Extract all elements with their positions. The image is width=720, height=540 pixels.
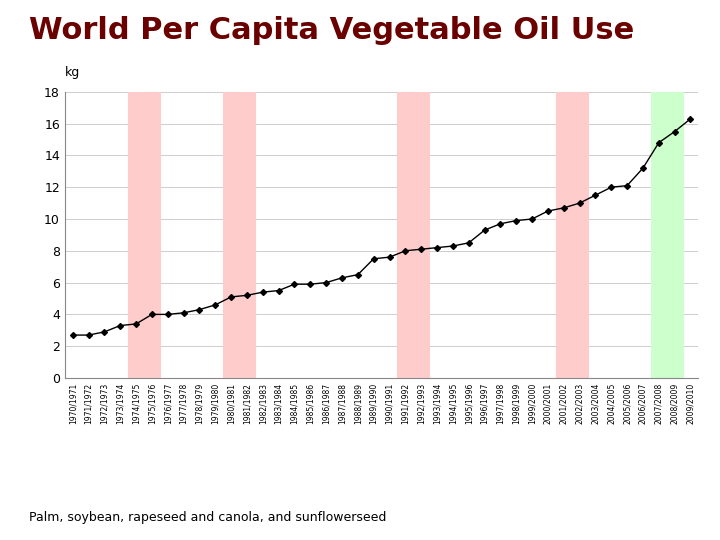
Text: Palm, soybean, rapeseed and canola, and sunflowerseed: Palm, soybean, rapeseed and canola, and … <box>29 511 386 524</box>
Text: World Per Capita Vegetable Oil Use: World Per Capita Vegetable Oil Use <box>29 16 634 45</box>
Bar <box>397 92 429 378</box>
Bar <box>223 92 255 378</box>
Bar <box>128 92 160 378</box>
Text: kg: kg <box>65 66 80 79</box>
Bar <box>651 92 683 378</box>
Bar <box>556 92 588 378</box>
